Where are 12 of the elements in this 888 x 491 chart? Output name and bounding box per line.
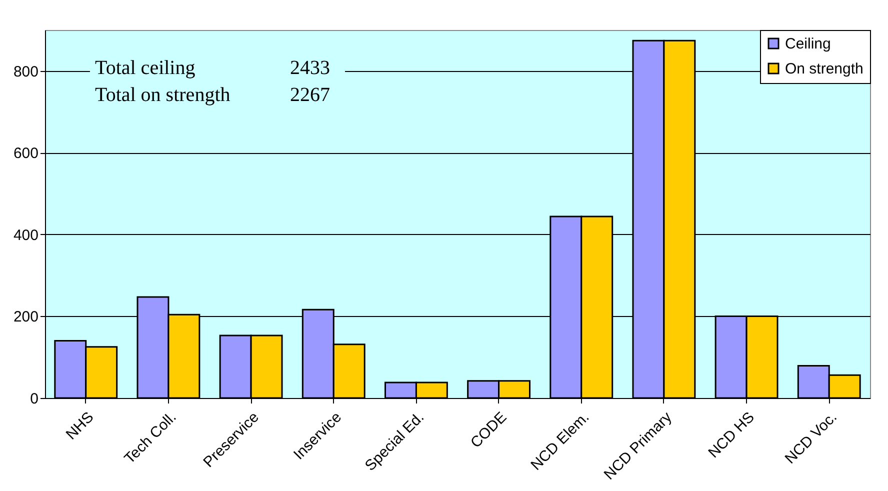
annotation: 2267 bbox=[290, 84, 330, 106]
annotation: 2433 bbox=[290, 57, 330, 79]
annotation: Total ceiling bbox=[95, 57, 196, 79]
y-tick-label: 800 bbox=[13, 63, 38, 80]
y-tick-label: 600 bbox=[13, 145, 38, 162]
y-tick-label: 0 bbox=[30, 390, 38, 408]
legend-label: Ceiling bbox=[785, 36, 831, 52]
y-tick-label: 200 bbox=[13, 308, 38, 326]
annotation: Total on strength bbox=[95, 84, 230, 106]
y-tick-label: 400 bbox=[13, 226, 38, 244]
legend-label: On strength bbox=[785, 60, 864, 78]
x-tick-label: Tech Coll. bbox=[121, 408, 180, 468]
